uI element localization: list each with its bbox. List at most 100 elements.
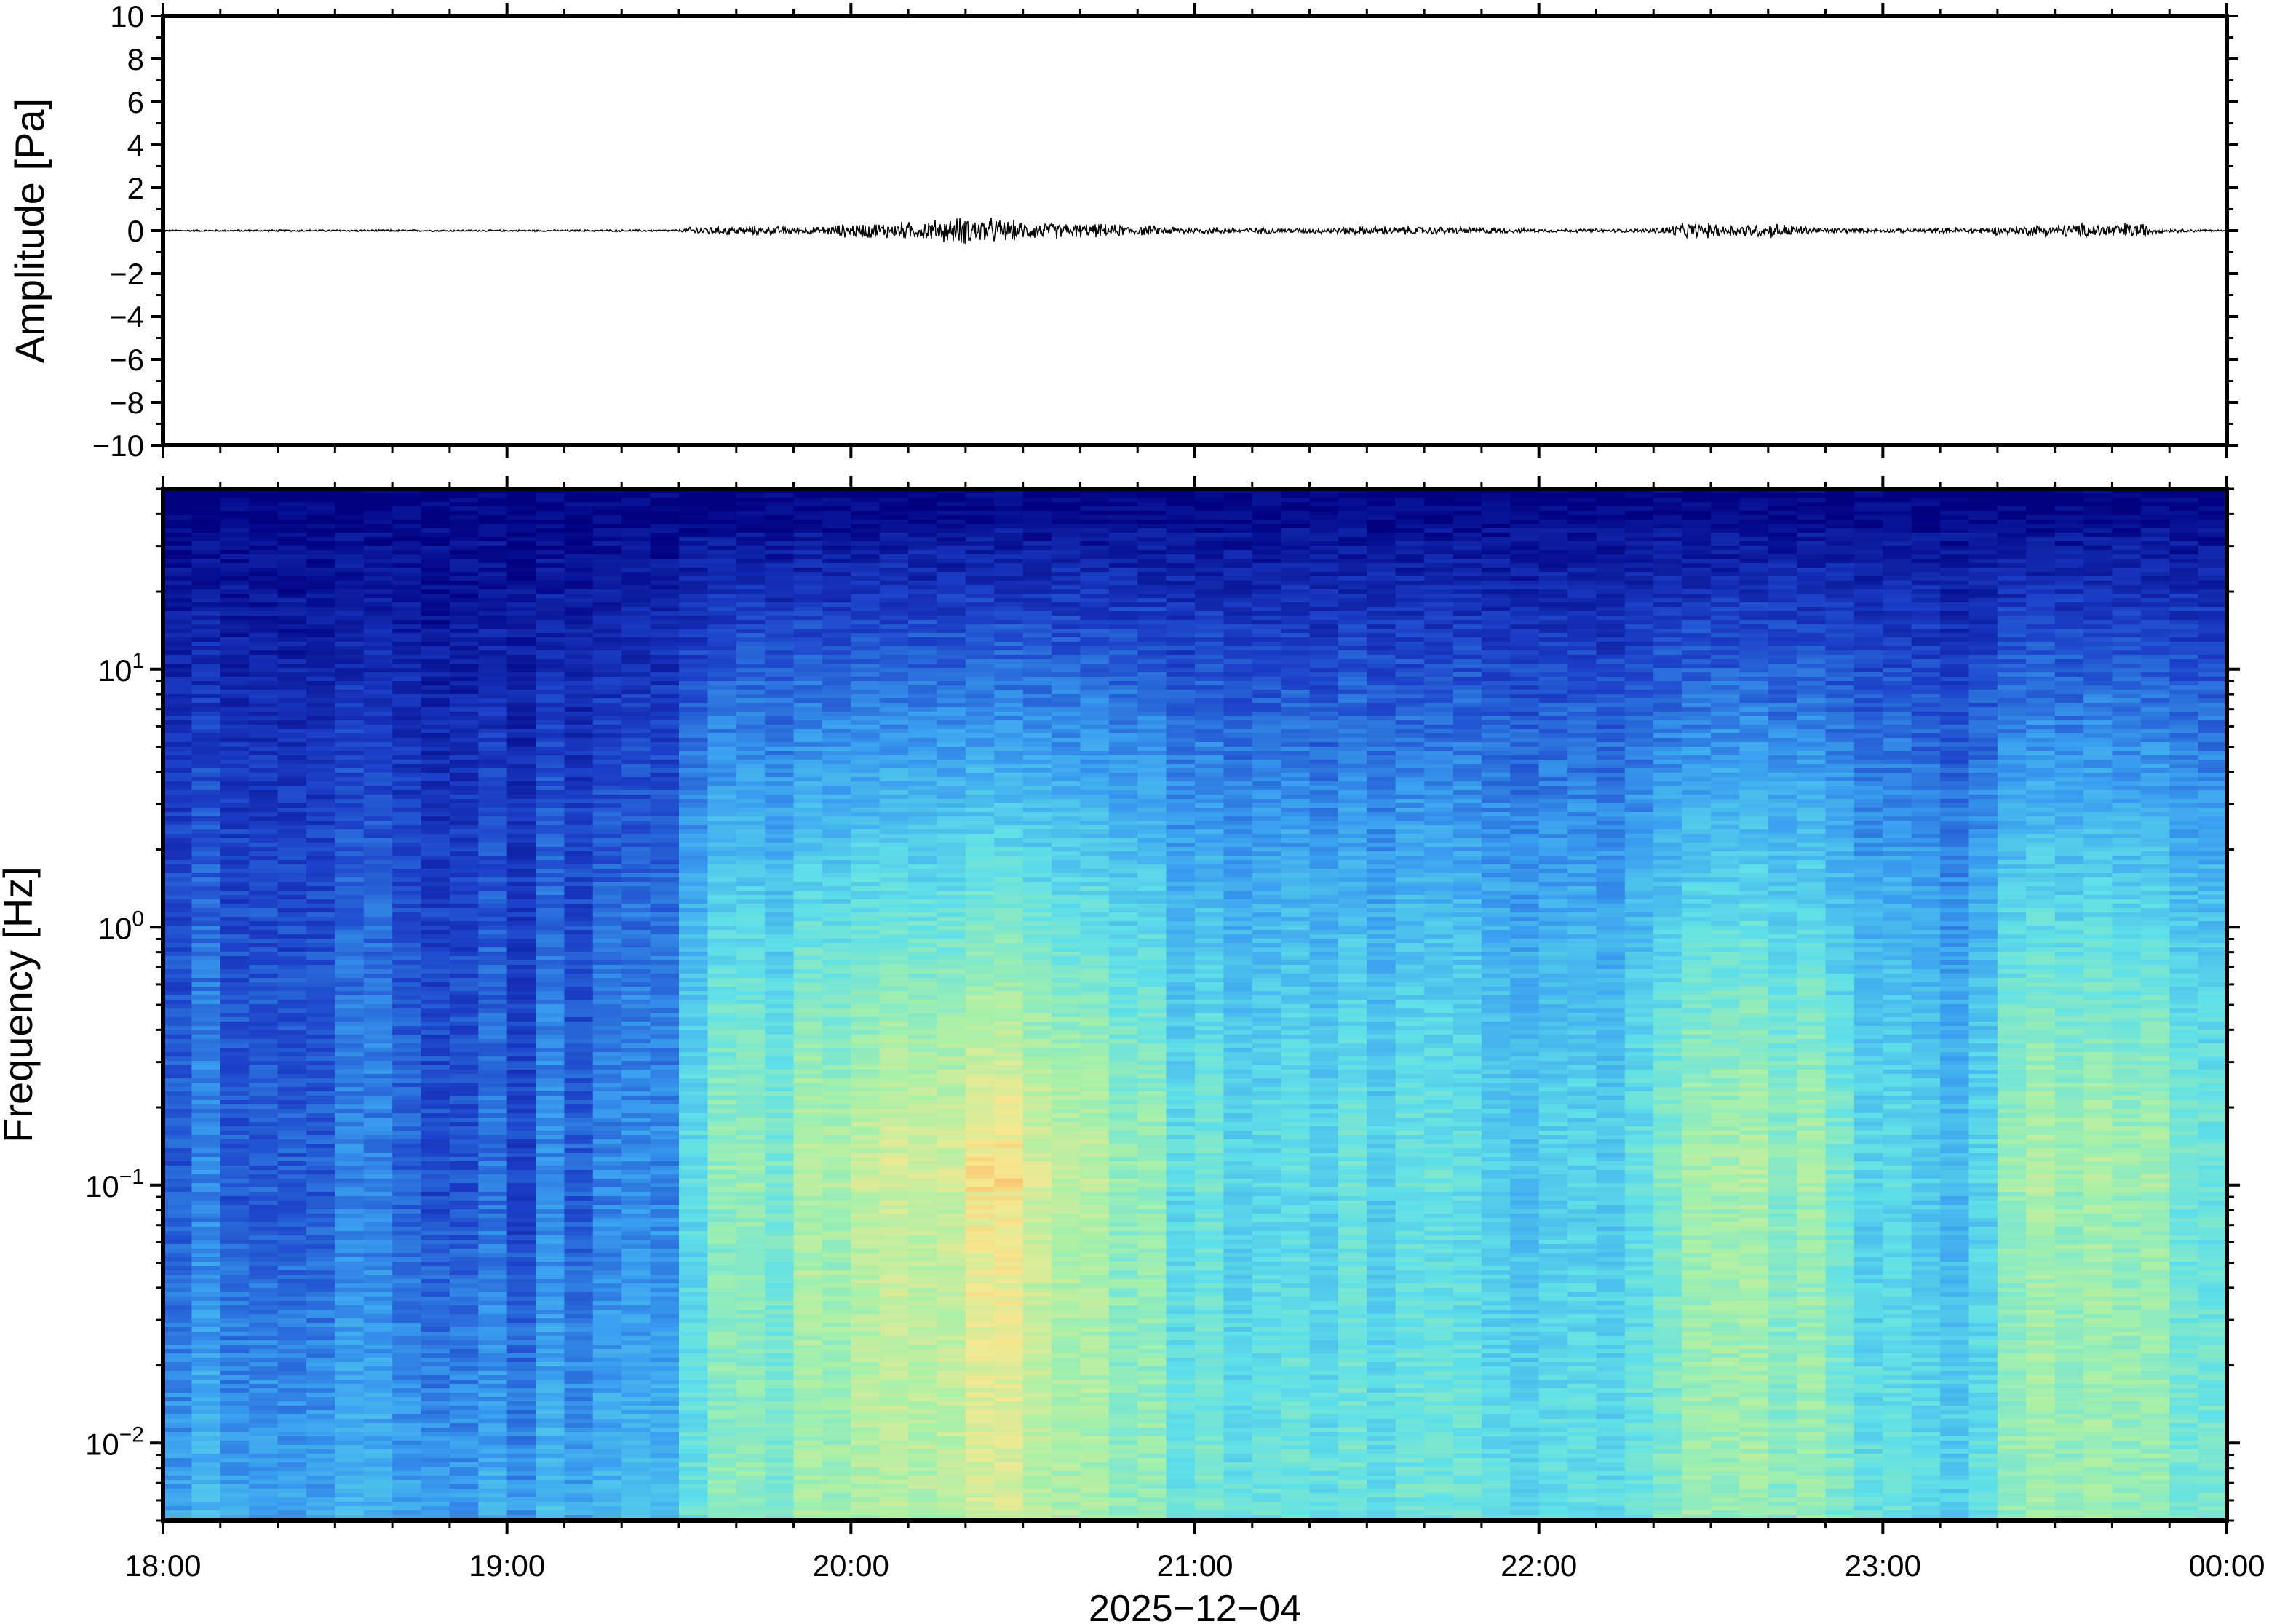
spectrogram-column	[1023, 489, 1052, 1524]
spectrogram-column	[1653, 489, 1682, 1524]
spectrogram-column	[880, 489, 909, 1524]
spectrogram-column	[536, 489, 565, 1524]
spectrogram-column	[1052, 489, 1081, 1524]
waveform-ytick-label: 2	[127, 171, 144, 205]
spectrogram-column	[2198, 489, 2228, 1524]
spectrogram-ytick-label: 100	[98, 907, 144, 945]
spectrogram-column	[2112, 489, 2141, 1524]
spectrogram-column	[364, 489, 393, 1524]
spectrogram-column	[163, 489, 192, 1524]
spectrogram-column	[1080, 489, 1109, 1524]
spectrogram-ytick-label: 10−1	[85, 1165, 144, 1203]
spectrogram-column	[679, 489, 708, 1524]
spectrogram-column	[1711, 489, 1740, 1524]
waveform-ytick-label: −8	[109, 386, 144, 420]
spectrogram-column	[1682, 489, 1712, 1524]
waveform-ytick-label: −6	[109, 343, 144, 377]
spectrogram-column	[1109, 489, 1138, 1524]
spectrogram-column	[220, 489, 250, 1524]
spectrogram-column	[937, 489, 966, 1524]
spectrogram-column	[794, 489, 823, 1524]
spectrogram-column	[1367, 489, 1396, 1524]
waveform-ytick-label: −4	[109, 300, 144, 334]
spectrogram-column	[421, 489, 450, 1524]
spectrogram-image	[163, 489, 2228, 1524]
spectrogram-column	[2055, 489, 2084, 1524]
spectrogram-xlabel: 2025−12−04	[1089, 1588, 1301, 1624]
spectrogram-column	[392, 489, 421, 1524]
waveform-ytick-label: 0	[127, 214, 144, 248]
waveform-ytick-label: 4	[127, 128, 144, 162]
spectrogram-column	[1424, 489, 1453, 1524]
spectrogram-column	[1797, 489, 1826, 1524]
spectrogram-column	[278, 489, 307, 1524]
spectrogram-column	[1912, 489, 1941, 1524]
spectrogram-column	[1195, 489, 1224, 1524]
spectrogram-column	[651, 489, 680, 1524]
spectrogram-column	[191, 489, 220, 1524]
spectrogram-xtick-label: 22:00	[1501, 1548, 1577, 1583]
spectrogram-xtick-label: 20:00	[813, 1548, 889, 1583]
spectrogram-xtick-label: 00:00	[2188, 1548, 2265, 1583]
waveform-ytick-label: −10	[92, 429, 144, 463]
spectrogram-column	[507, 489, 536, 1524]
spectrogram-column	[2083, 489, 2113, 1524]
spectrogram-column	[1539, 489, 1568, 1524]
spectrogram-column	[1969, 489, 1998, 1524]
spectrogram-xtick-label: 23:00	[1845, 1548, 1921, 1583]
spectrogram-column	[966, 489, 995, 1524]
spectrogram-column	[1940, 489, 1969, 1524]
spectrogram-column	[765, 489, 794, 1524]
spectrogram-column	[1826, 489, 1855, 1524]
spectrogram-column	[1310, 489, 1339, 1524]
spectrogram-column	[1281, 489, 1310, 1524]
spectrogram-column	[1510, 489, 1539, 1524]
spectrogram-column	[1883, 489, 1912, 1524]
spectrogram-column	[736, 489, 766, 1524]
spectrogram-column	[2141, 489, 2170, 1524]
spectrogram-column	[1998, 489, 2027, 1524]
waveform-panel: 10 8 6 4 2 0 −2 −4 −6 −8 −10 Amplitude [Pa]	[7, 0, 2238, 463]
spectrogram-column	[994, 489, 1023, 1524]
spectrogram-column	[908, 489, 937, 1524]
waveform-ytick-label: 8	[127, 42, 144, 76]
spectrogram-column	[1768, 489, 1797, 1524]
spectrogram-panel: 10−2 10−1 100 101 18:00 19:00 20:00 21:00 22:00 2…	[0, 476, 2265, 1624]
spectrogram-column	[478, 489, 507, 1524]
spectrogram-column	[1167, 489, 1196, 1524]
spectrogram-column	[450, 489, 479, 1524]
spectrogram-column	[1854, 489, 1883, 1524]
spectrogram-column	[1567, 489, 1597, 1524]
spectrogram-xtick-label: 21:00	[1156, 1548, 1233, 1583]
spectrogram-column	[1625, 489, 1654, 1524]
spectrogram-column	[1252, 489, 1281, 1524]
spectrogram-xtick-label: 19:00	[469, 1548, 545, 1583]
spectrogram-xtick-label: 18:00	[124, 1548, 201, 1583]
spectrogram-column	[1223, 489, 1252, 1524]
spectrogram-column	[1482, 489, 1511, 1524]
spectrogram-column	[1739, 489, 1768, 1524]
spectrogram-column	[335, 489, 364, 1524]
waveform-ytick-label: −2	[109, 257, 144, 291]
waveform-ylabel: Amplitude [Pa]	[7, 98, 52, 363]
spectrogram-ytick-label: 101	[98, 649, 144, 688]
spectrogram-column	[1453, 489, 1482, 1524]
spectrogram-column	[306, 489, 335, 1524]
spectrogram-column	[1396, 489, 1425, 1524]
spectrogram-column	[851, 489, 880, 1524]
spectrogram-column	[2169, 489, 2198, 1524]
spectrogram-column	[2026, 489, 2055, 1524]
spectrogram-ylabel: Frequency [Hz]	[0, 867, 41, 1143]
spectrogram-column	[564, 489, 593, 1524]
spectrogram-column	[1338, 489, 1367, 1524]
spectrogram-ytick-label: 10−2	[85, 1422, 144, 1461]
spectrogram-column	[249, 489, 278, 1524]
spectrogram-column	[707, 489, 736, 1524]
waveform-ytick-label: 6	[127, 85, 144, 119]
spectrogram-column	[1137, 489, 1167, 1524]
spectrogram-column	[621, 489, 651, 1524]
waveform-ytick-label: 10	[110, 0, 144, 33]
spectrogram-column	[593, 489, 622, 1524]
spectrogram-column	[1596, 489, 1625, 1524]
